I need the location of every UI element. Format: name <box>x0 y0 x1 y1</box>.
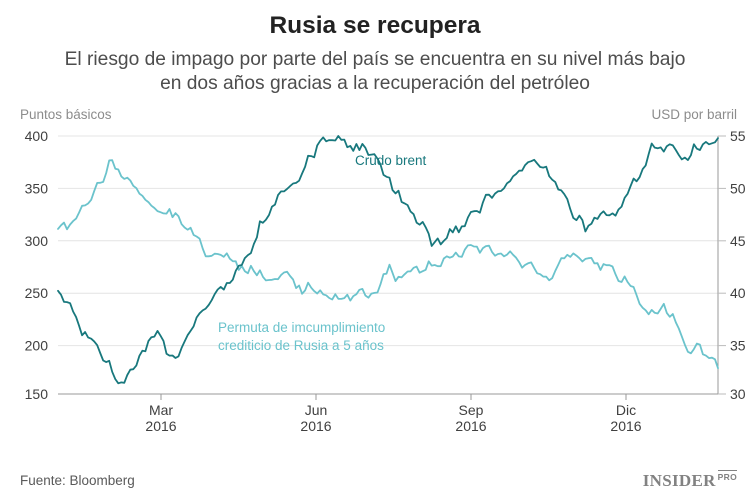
svg-text:2016: 2016 <box>145 418 176 434</box>
svg-text:2016: 2016 <box>455 418 486 434</box>
svg-text:2016: 2016 <box>610 418 641 434</box>
svg-text:Sep: Sep <box>459 402 484 418</box>
svg-text:150: 150 <box>25 386 49 402</box>
svg-text:Dic: Dic <box>616 402 636 418</box>
svg-text:350: 350 <box>25 180 49 196</box>
svg-text:30: 30 <box>730 386 746 402</box>
svg-text:2016: 2016 <box>300 418 331 434</box>
svg-text:Jun: Jun <box>305 402 328 418</box>
svg-text:Permuta de imcumplimiento: Permuta de imcumplimiento <box>218 320 385 335</box>
svg-text:50: 50 <box>730 180 746 196</box>
svg-text:Crudo brent: Crudo brent <box>355 153 427 168</box>
svg-text:40: 40 <box>730 285 746 301</box>
svg-text:35: 35 <box>730 338 746 354</box>
svg-text:300: 300 <box>25 233 49 249</box>
svg-text:400: 400 <box>25 128 49 144</box>
svg-text:55: 55 <box>730 128 746 144</box>
svg-text:250: 250 <box>25 285 49 301</box>
svg-text:Mar: Mar <box>149 402 173 418</box>
svg-text:crediticio de Rusia a 5 años: crediticio de Rusia a 5 años <box>218 338 384 353</box>
svg-text:200: 200 <box>25 338 49 354</box>
svg-text:45: 45 <box>730 233 746 249</box>
